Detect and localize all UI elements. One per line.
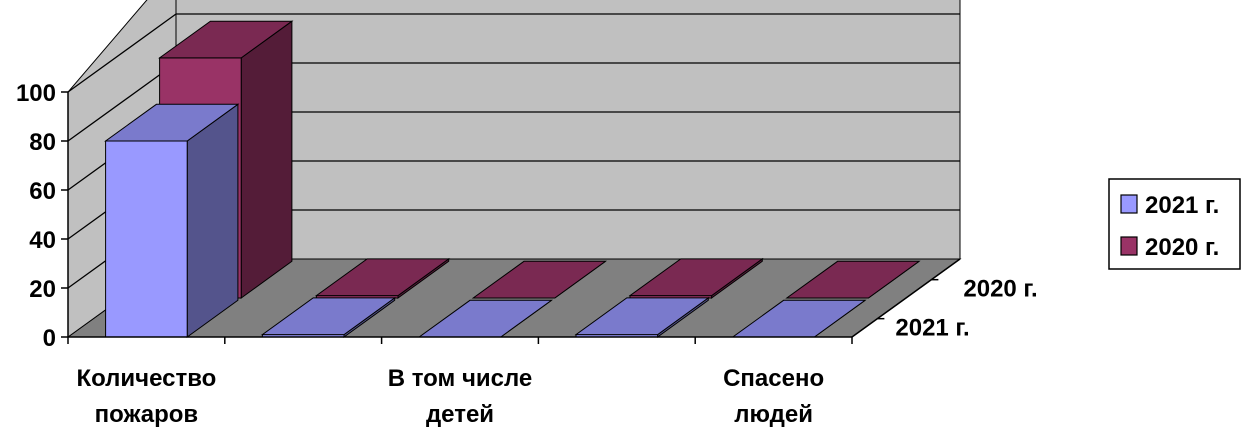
y-tick-label: 0 <box>43 325 56 352</box>
bar-top <box>104 103 240 142</box>
axes <box>61 91 961 344</box>
bar-top <box>471 260 608 299</box>
legend-swatch <box>1120 236 1138 256</box>
gridline <box>67 13 960 93</box>
bar-front <box>105 140 188 338</box>
bar-top <box>574 297 710 336</box>
back-wall <box>175 0 961 260</box>
legend: 2021 г. 2020 г. <box>1108 178 1241 270</box>
bar-2021-1 <box>260 296 397 338</box>
bar-2020-2 <box>471 260 608 299</box>
labels: 0 20 40 60 80 100 Количество пожаров В том числе… <box>16 80 1038 428</box>
bar-side <box>240 20 293 299</box>
y-tick-label: 20 <box>29 276 56 303</box>
bar-2020-4 <box>785 260 921 299</box>
legend-swatch <box>1120 194 1138 214</box>
bar-top <box>158 20 294 59</box>
y-tick-label: 60 <box>29 178 56 205</box>
bars <box>104 20 921 338</box>
y-tick-label: 80 <box>29 129 56 156</box>
x-tick-label: Спасено людей <box>723 365 824 428</box>
y-tick-label: 100 <box>16 80 56 107</box>
x-tick-label: В том числе детей <box>388 365 533 428</box>
y-tick-label: 40 <box>29 227 56 254</box>
depth-tick-label: 2020 г. <box>963 276 1037 303</box>
legend-label: 2020 г. <box>1145 234 1219 261</box>
depth-tick-label: 2021 г. <box>895 315 969 342</box>
x-tick-label: Количество пожаров <box>76 365 216 428</box>
bar-top <box>314 258 451 297</box>
bar-side <box>186 103 239 338</box>
bar-2021-0 <box>104 103 240 338</box>
depth-axis <box>851 258 961 338</box>
legend-label: 2021 г. <box>1145 192 1219 219</box>
bar-top <box>628 258 764 297</box>
bar-top <box>260 297 397 336</box>
bar-top <box>785 260 921 299</box>
